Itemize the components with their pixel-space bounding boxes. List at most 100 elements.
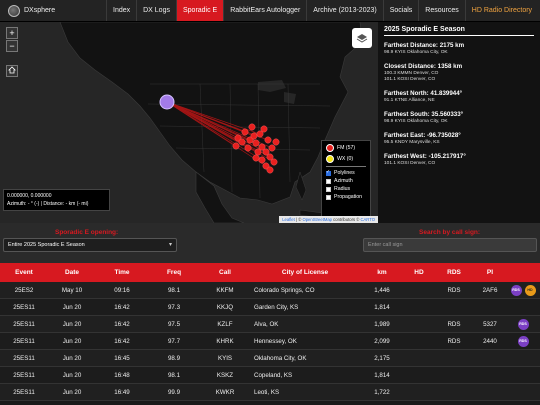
cell-badges — [506, 299, 540, 315]
carto-link[interactable]: CARTO — [360, 217, 375, 222]
rds-badge-icon[interactable]: RDS — [510, 284, 522, 296]
cell-hd — [404, 384, 434, 400]
radius-checkbox[interactable] — [326, 186, 331, 192]
callsign-search-input[interactable]: Enter call sign — [363, 238, 537, 252]
opening-select[interactable]: Entire 2025 Sporadic E Season ▾ — [3, 238, 177, 252]
cell-km: 1,814 — [374, 371, 390, 379]
col-badges — [506, 263, 540, 282]
cell-call: KHRK — [216, 337, 234, 345]
col-rds[interactable]: RDS — [447, 269, 461, 276]
col-call[interactable]: Call — [219, 269, 231, 276]
toggle-radius[interactable]: Radius — [326, 186, 366, 192]
legend-fm[interactable]: FM (57) — [326, 144, 366, 152]
coordinates-line: 0.000000, 0.000000 — [7, 193, 52, 199]
cell-rds — [434, 367, 474, 383]
zoom-in-button[interactable]: + — [6, 27, 18, 39]
stat-line: 101.1 KOSI Denver, CO — [384, 161, 436, 166]
cell-rds: RDS — [447, 320, 461, 328]
nav-item-archive[interactable]: Archive (2013-2023) — [306, 0, 382, 21]
leaflet-link[interactable]: Leaflet — [282, 217, 295, 222]
stat-head: Farthest South: 35.560333° — [384, 111, 464, 118]
cell-rds: RDS — [447, 337, 461, 345]
table-row[interactable]: 25ES11 Jun 20 16:42 97.3 KKJQ Garden City, KS… — [0, 299, 540, 316]
rds-badge-icon[interactable]: RDS — [517, 318, 529, 330]
col-event[interactable]: Event — [15, 269, 33, 276]
azimuth-checkbox[interactable] — [326, 178, 331, 184]
stat-head: Farthest Distance: 2175 km — [384, 42, 465, 49]
table-row[interactable]: 25ES11 Jun 20 16:48 98.1 KSKZ Copeland, KS 1,8… — [0, 367, 540, 384]
col-city[interactable]: City of License — [281, 269, 329, 276]
cell-time: 16:49 — [114, 388, 130, 396]
toggle-propagation[interactable]: Propagation — [326, 194, 366, 200]
col-freq[interactable]: Freq — [166, 269, 182, 276]
polylines-checkbox[interactable] — [326, 169, 331, 176]
layers-button[interactable] — [352, 28, 372, 48]
cell-km: 2,175 — [374, 354, 390, 362]
map-attribution: Leaflet | © OpenStreetMap contributors ©… — [279, 216, 378, 223]
azimuth-label: Azimuth — [334, 178, 353, 184]
cell-hd — [404, 299, 434, 315]
cell-event: 25ES11 — [13, 303, 35, 311]
cell-freq: 97.5 — [167, 320, 181, 328]
stat-head: Farthest East: -96.735028° — [384, 132, 461, 139]
season-stats-panel: 2025 Sporadic E Season Farthest Distance… — [378, 22, 540, 223]
cell-time: 16:42 — [114, 337, 130, 345]
cell-km: 2,099 — [374, 337, 390, 345]
col-date[interactable]: Date — [64, 269, 80, 276]
osm-link[interactable]: OpenStreetMap — [302, 217, 333, 222]
col-km[interactable]: km — [377, 269, 387, 276]
cell-city: Copeland, KS — [254, 371, 293, 379]
cell-date: Jun 20 — [62, 354, 82, 362]
nav-item-dx-logs[interactable]: DX Logs — [136, 0, 176, 21]
cell-pi: 2AF6 — [482, 286, 498, 294]
cell-km: 1,722 — [374, 388, 390, 396]
nav-item-socials[interactable]: Socials — [382, 0, 419, 21]
home-button[interactable] — [6, 65, 18, 77]
brand-name: DXsphere — [24, 7, 56, 14]
cell-city: Garden City, KS — [254, 303, 299, 311]
nav-item-resources[interactable]: Resources — [418, 0, 464, 21]
table-row[interactable]: 25ES11 Jun 20 16:42 97.5 KZLF Alva, OK 1,989 RD… — [0, 316, 540, 333]
stat-farthest-west: Farthest West: -105.217917° 101.1 KOSI D… — [384, 153, 534, 167]
brand[interactable]: DXsphere — [0, 0, 106, 21]
table-row[interactable]: 25ES11 Jun 20 16:49 99.9 KWKR Leoti, KS 1,722 — [0, 384, 540, 401]
table-body: 25ES2 May 10 09:16 98.1 KKFM Colorado Springs… — [0, 282, 540, 401]
cell-event: 25ES11 — [13, 320, 35, 328]
table-header: Event Date Time Freq Call City of Licens… — [0, 263, 540, 282]
nav-item-hd-radio-directory[interactable]: HD Radio Directory — [464, 0, 538, 21]
cell-pi — [474, 367, 506, 383]
table-row[interactable]: 25ES2 May 10 09:16 98.1 KKFM Colorado Springs… — [0, 282, 540, 299]
cell-badges: RDS — [506, 316, 540, 332]
zoom-out-button[interactable]: − — [6, 40, 18, 52]
hd-badge-icon[interactable]: HD — [524, 284, 536, 296]
legend-wx-label: WX (0) — [337, 156, 354, 162]
attribution-sep: | © — [294, 217, 303, 222]
season-title: 2025 Sporadic E Season — [384, 26, 465, 33]
propagation-checkbox[interactable] — [326, 194, 331, 200]
table-row[interactable]: 25ES11 Jun 20 16:45 98.9 KYIS Oklahoma City, … — [0, 350, 540, 367]
col-pi[interactable]: PI — [486, 269, 494, 276]
map-view[interactable]: + − 0.000000, 0.000000 Azimuth: - ° (-) … — [0, 22, 378, 223]
col-hd[interactable]: HD — [414, 269, 424, 276]
chevron-down-icon: ▾ — [168, 242, 172, 248]
cell-hd — [404, 350, 434, 366]
rds-badge-icon[interactable]: RDS — [517, 335, 529, 347]
table-row[interactable]: 25ES11 Jun 20 16:42 97.7 KHRK Hennessey, OK 2,… — [0, 333, 540, 350]
globe-logo-icon — [8, 4, 20, 17]
cell-pi: 5327 — [483, 320, 497, 328]
nav-item-sporadic-e[interactable]: Sporadic E — [175, 0, 224, 21]
legend-wx[interactable]: WX (0) — [326, 155, 366, 163]
toggle-polylines[interactable]: Polylines — [326, 169, 366, 176]
legend-divider — [326, 166, 366, 167]
attribution-contrib: contributors © — [332, 217, 361, 222]
log-table: Event Date Time Freq Call City of Licens… — [0, 263, 540, 405]
polylines-label: Polylines — [334, 170, 355, 176]
stat-line: 91.1 KTNE Alliance, NE — [384, 98, 435, 103]
toggle-azimuth[interactable]: Azimuth — [326, 178, 366, 184]
stat-line: 98.9 KYIS Oklahoma City, OK — [384, 119, 448, 124]
cell-km: 1,446 — [374, 286, 390, 294]
nav-item-index[interactable]: Index — [106, 0, 136, 21]
col-time[interactable]: Time — [114, 269, 130, 276]
nav-item-rabbitears-autologger[interactable]: RabbitEars Autologger — [223, 0, 306, 21]
stat-line: 98.9 KYIS Oklahoma City, OK — [384, 50, 448, 55]
